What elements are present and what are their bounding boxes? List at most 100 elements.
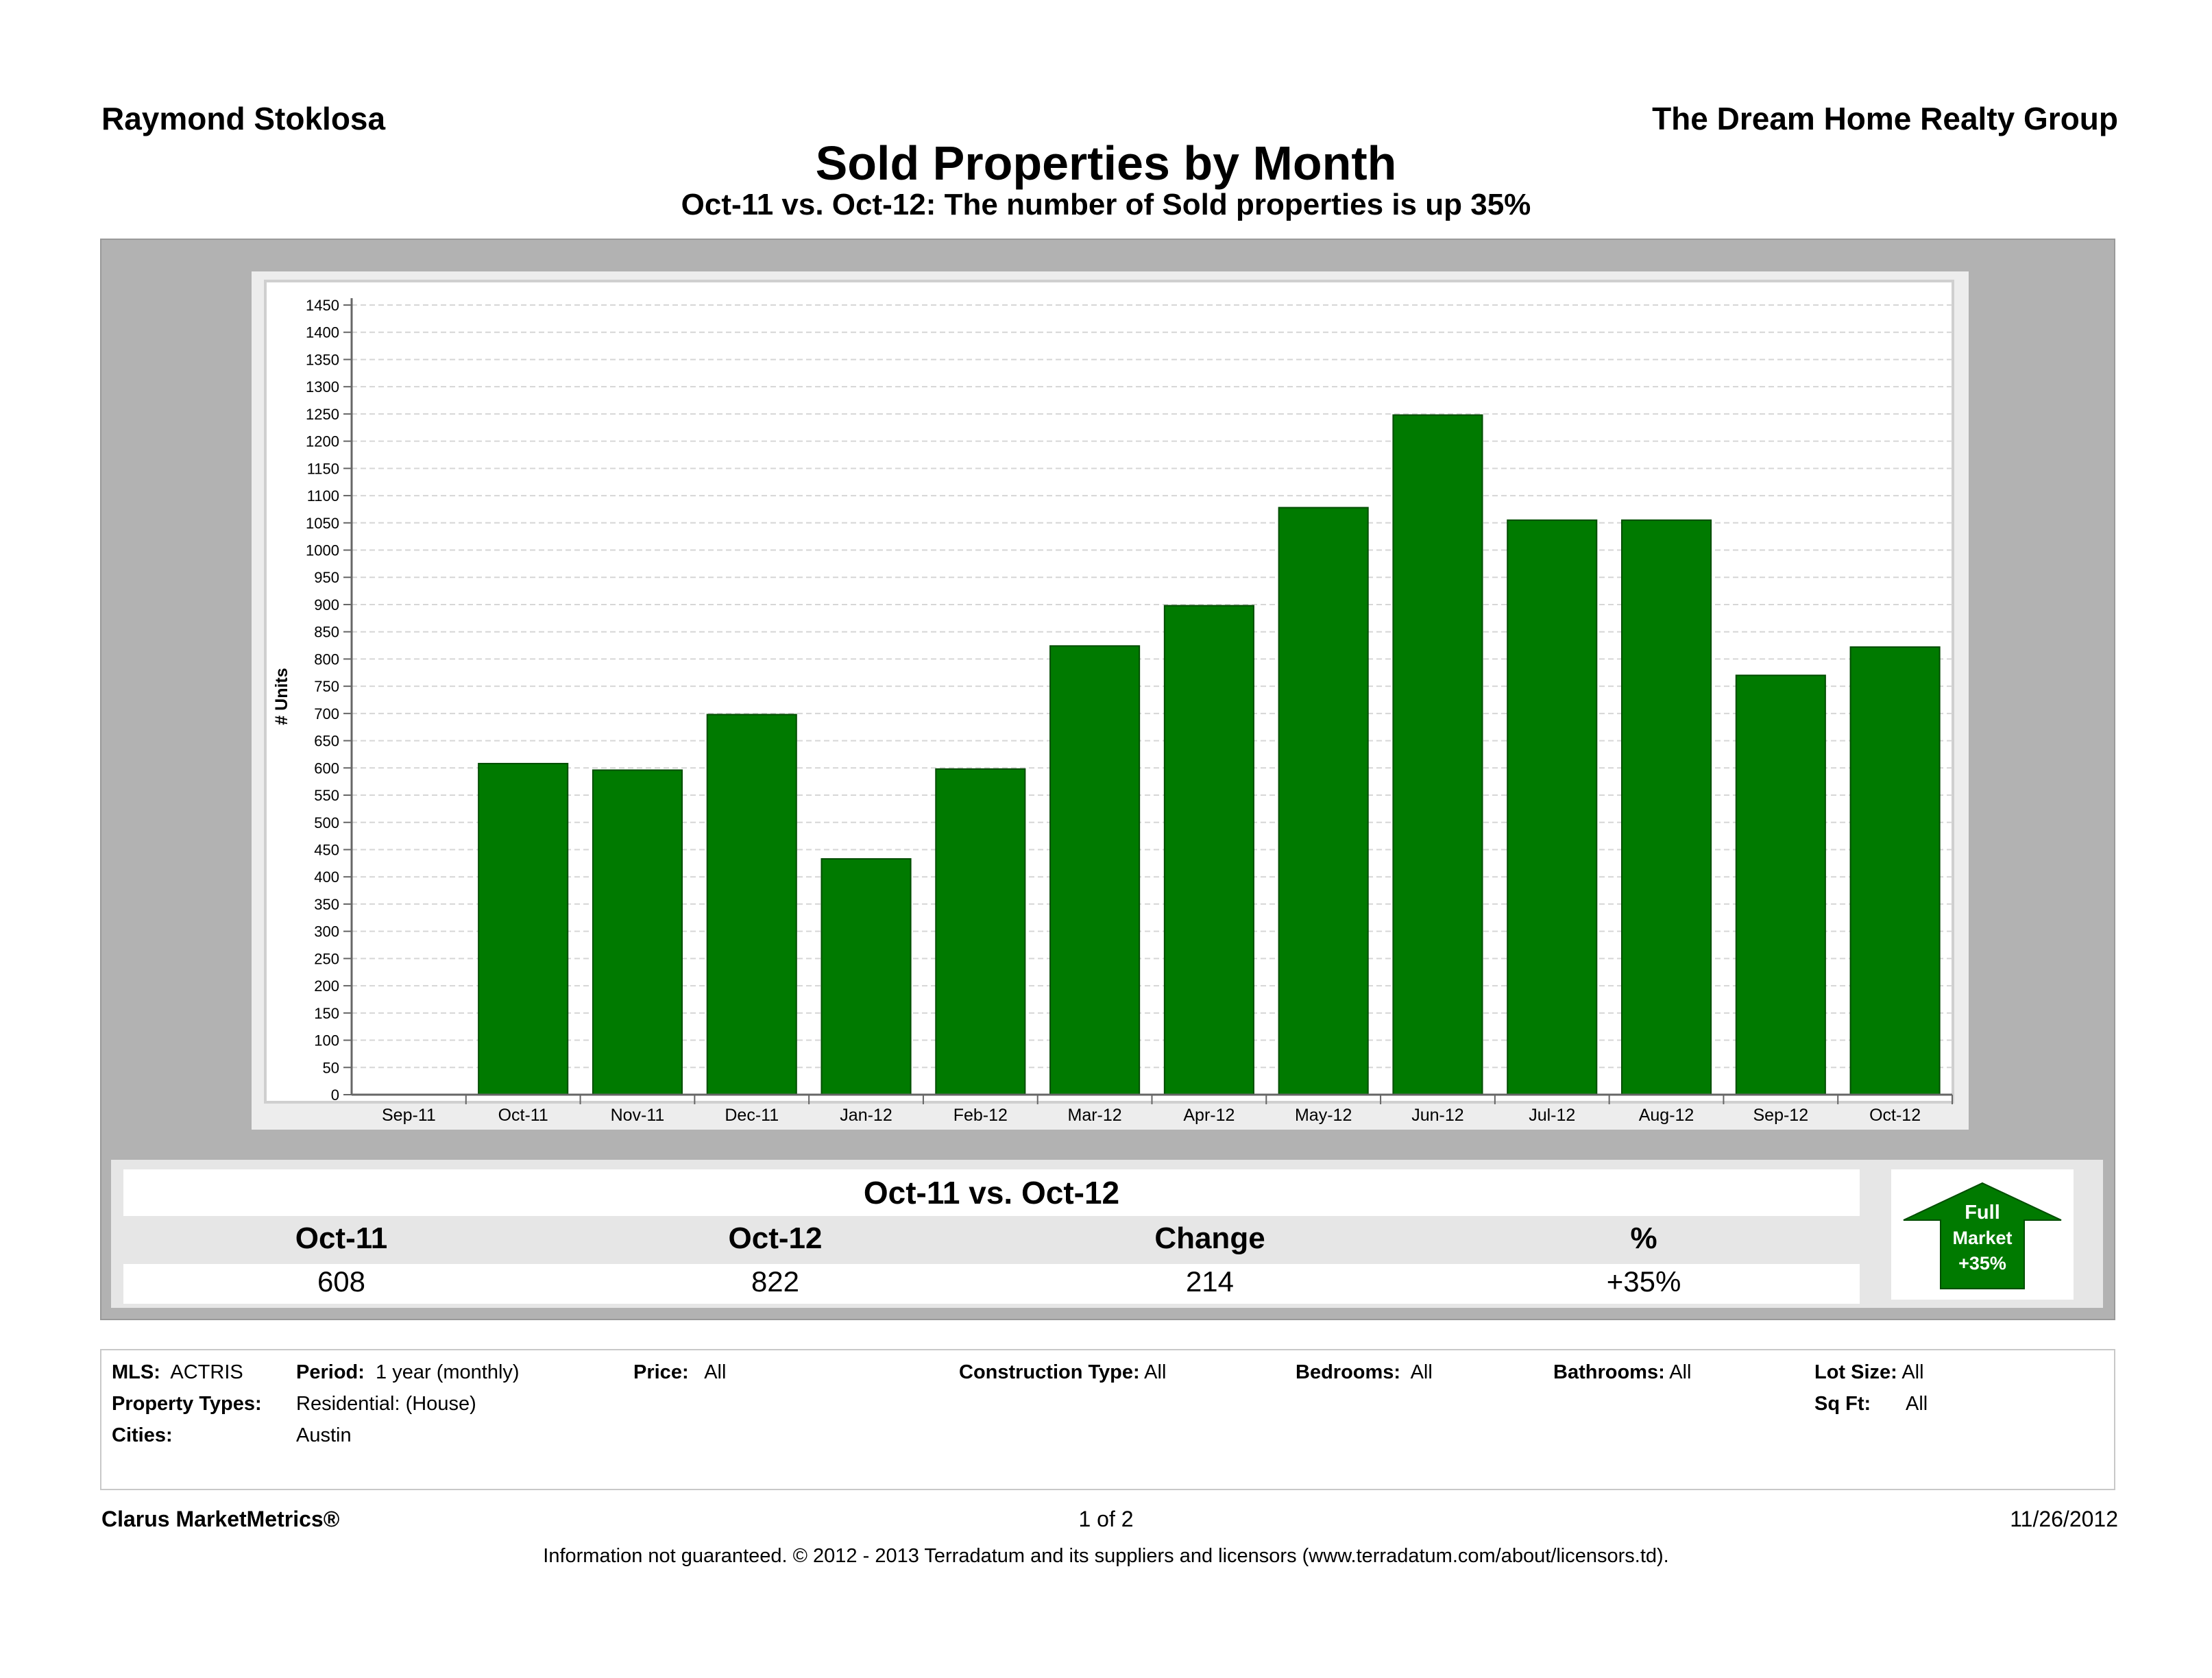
criteria-sqft-label: Sq Ft: bbox=[1814, 1393, 1871, 1415]
criteria-mls: MLS: ACTRIS bbox=[112, 1361, 243, 1384]
page-title: Sold Properties by Month bbox=[815, 136, 1397, 190]
bar-oct-12 bbox=[1849, 646, 1941, 1095]
y-tick-label: 650 bbox=[314, 733, 339, 750]
y-tick-label: 100 bbox=[314, 1032, 339, 1049]
y-tick-label: 900 bbox=[314, 596, 339, 613]
y-tick-label: 250 bbox=[314, 950, 339, 967]
x-tick-label: Sep-12 bbox=[1753, 1106, 1809, 1125]
y-tick-label: 1150 bbox=[307, 460, 339, 477]
bar-mar-12 bbox=[1049, 645, 1141, 1095]
up-arrow-icon: Full Market +35% bbox=[1903, 1182, 2062, 1289]
x-tick-label: Aug-12 bbox=[1639, 1106, 1694, 1125]
x-tick-label: Jun-12 bbox=[1411, 1106, 1463, 1125]
x-tick-label: Sep-11 bbox=[382, 1106, 436, 1125]
criteria-cities-label: Cities: bbox=[112, 1424, 173, 1447]
x-tick-label: May-12 bbox=[1295, 1106, 1352, 1125]
footer-brand: Clarus MarketMetrics® bbox=[101, 1507, 340, 1531]
arrow-line1: Full bbox=[1965, 1202, 2000, 1224]
bedrooms-label: Bedrooms: bbox=[1296, 1361, 1401, 1383]
footer-disclaimer: Information not guaranteed. © 2012 - 201… bbox=[543, 1545, 1669, 1567]
agent-name: Raymond Stoklosa bbox=[101, 101, 386, 136]
footer-date: 11/26/2012 bbox=[2010, 1507, 2118, 1531]
y-tick-label: 300 bbox=[314, 923, 339, 940]
y-tick-label: 0 bbox=[331, 1086, 339, 1104]
bar-oct-11 bbox=[478, 762, 569, 1095]
y-axis-label: # Units bbox=[272, 668, 291, 725]
y-tick-label: 700 bbox=[314, 705, 339, 722]
summary-head-change: Change bbox=[1154, 1221, 1265, 1255]
criteria-period: Period: 1 year (monthly) bbox=[296, 1361, 520, 1384]
y-tick-label: 400 bbox=[314, 868, 339, 886]
summary-value-percent: +35% bbox=[1606, 1265, 1681, 1298]
period-label: Period: bbox=[296, 1361, 365, 1383]
arrow-line2: Market bbox=[1952, 1228, 2012, 1248]
bathrooms-value: All bbox=[1669, 1361, 1692, 1383]
mls-label: MLS: bbox=[112, 1361, 160, 1383]
bar-jan-12 bbox=[821, 858, 912, 1095]
price-label: Price: bbox=[633, 1361, 689, 1383]
y-tick-label: 50 bbox=[323, 1059, 339, 1076]
bathrooms-label: Bathrooms: bbox=[1553, 1361, 1665, 1383]
y-tick-label: 1200 bbox=[306, 433, 339, 450]
x-tick-label: Apr-12 bbox=[1183, 1106, 1235, 1125]
x-tick-label: Dec-11 bbox=[725, 1106, 779, 1125]
bedrooms-value: All bbox=[1410, 1361, 1433, 1383]
x-tick-label: Oct-12 bbox=[1869, 1106, 1921, 1125]
criteria-property-types-label: Property Types: bbox=[112, 1393, 262, 1415]
y-tick-label: 850 bbox=[314, 624, 339, 641]
x-tick-label: Feb-12 bbox=[953, 1106, 1008, 1125]
y-tick-label: 600 bbox=[314, 759, 339, 777]
x-tick-label: Jul-12 bbox=[1529, 1106, 1575, 1125]
criteria-price: Price: All bbox=[633, 1361, 726, 1384]
bar-feb-12 bbox=[935, 768, 1026, 1095]
arrow-line3: +35% bbox=[1958, 1253, 2006, 1274]
summary-values-box bbox=[123, 1264, 1860, 1304]
summary-head-start: Oct-11 bbox=[295, 1221, 388, 1255]
bar-jul-12 bbox=[1507, 519, 1598, 1095]
x-tick-label: Mar-12 bbox=[1068, 1106, 1122, 1125]
footer-page-number: 1 of 2 bbox=[1078, 1507, 1134, 1531]
y-tick-label: 200 bbox=[314, 977, 339, 995]
bar-may-12 bbox=[1278, 507, 1369, 1095]
construction-value: All bbox=[1144, 1361, 1167, 1383]
sqft-value: All bbox=[1906, 1393, 1928, 1415]
bar-nov-11 bbox=[592, 769, 683, 1095]
summary-title: Oct-11 vs. Oct-12 bbox=[863, 1175, 1120, 1211]
y-tick-label: 1350 bbox=[306, 351, 339, 368]
y-tick-label: 500 bbox=[314, 814, 339, 831]
y-tick-label: 1400 bbox=[306, 324, 339, 341]
cities-label: Cities: bbox=[112, 1424, 173, 1446]
summary-title-box bbox=[123, 1169, 1860, 1216]
x-tick-label: Oct-11 bbox=[498, 1106, 548, 1125]
bar-sep-12 bbox=[1735, 674, 1826, 1095]
bar-chart: 0 50 100 150 200 250 300 350 400 450 500 550 600 650 7… bbox=[264, 280, 1954, 1125]
bar-apr-12 bbox=[1163, 605, 1254, 1095]
lot-size-label: Lot Size: bbox=[1814, 1361, 1897, 1383]
y-tick-label: 950 bbox=[314, 569, 339, 586]
mls-value: ACTRIS bbox=[170, 1361, 243, 1383]
summary-value-end: 822 bbox=[751, 1265, 800, 1298]
y-tick-label: 1300 bbox=[306, 378, 339, 396]
y-tick-label: 1050 bbox=[306, 515, 339, 532]
y-tick-label: 1100 bbox=[307, 487, 339, 504]
y-tick-label: 800 bbox=[314, 650, 339, 668]
bar-jun-12 bbox=[1392, 414, 1483, 1095]
market-arrow-box: Full Market +35% bbox=[1891, 1169, 2074, 1300]
bar-aug-12 bbox=[1620, 519, 1712, 1095]
bar-dec-11 bbox=[706, 714, 797, 1095]
y-tick-label: 150 bbox=[314, 1005, 339, 1022]
cities-value: Austin bbox=[296, 1424, 352, 1446]
x-tick-label: Nov-11 bbox=[611, 1106, 665, 1125]
sqft-label: Sq Ft: bbox=[1814, 1393, 1871, 1415]
y-tick-label: 450 bbox=[314, 841, 339, 858]
price-value: All bbox=[704, 1361, 727, 1383]
company-name: The Dream Home Realty Group bbox=[1652, 101, 2118, 136]
criteria-panel bbox=[100, 1349, 2115, 1490]
page-subtitle: Oct-11 vs. Oct-12: The number of Sold pr… bbox=[681, 188, 1531, 221]
y-tick-label: 1250 bbox=[306, 406, 339, 423]
property-types-label: Property Types: bbox=[112, 1393, 262, 1415]
y-tick-label: 750 bbox=[314, 678, 339, 695]
y-tick-label: 350 bbox=[314, 896, 339, 913]
property-types-value: Residential: (House) bbox=[296, 1393, 476, 1415]
criteria-construction: Construction Type: All bbox=[959, 1361, 1166, 1384]
